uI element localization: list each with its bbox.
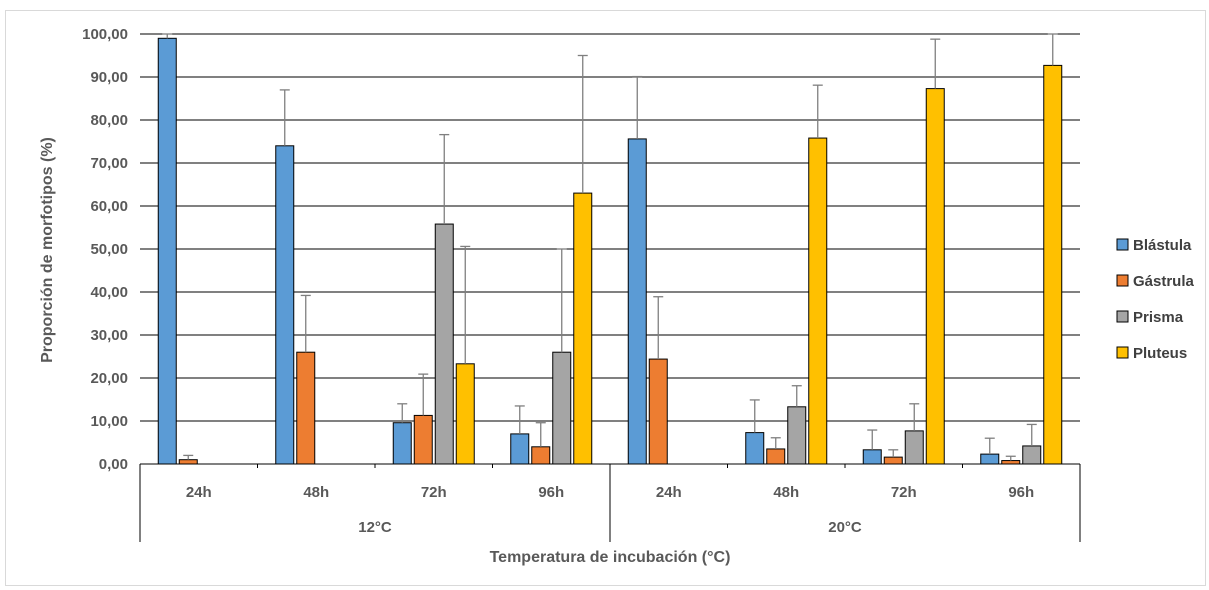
error-bar	[577, 54, 588, 194]
bar-pluteus-2	[455, 363, 475, 465]
bar-prisma-3	[552, 351, 572, 465]
y-axis-title: Proporción de morfotipos (%)	[39, 137, 56, 363]
bar-blástula-2	[392, 422, 412, 465]
bar-blástula-7	[980, 453, 1000, 465]
bar-pluteus-7	[1043, 64, 1063, 465]
legend-label: Blástula	[1133, 237, 1192, 254]
bar-blástula-6	[862, 449, 882, 465]
error-bar	[1047, 33, 1058, 66]
error-bar	[162, 33, 173, 39]
y-tick-label: 50,00	[90, 241, 128, 258]
error-bar	[439, 133, 450, 225]
bar-prisma-2	[434, 223, 454, 465]
legend-label: Gástrula	[1133, 273, 1195, 290]
y-axis-tick-labels: 0,00 10,00 20,00 30,00 40,00 50,00 60,00 70,00 8…	[82, 26, 128, 473]
bar-gástrula-1	[296, 351, 316, 465]
x-tick-label: 48h	[773, 484, 799, 501]
y-tick-label: 100,00	[82, 26, 128, 43]
bar-gástrula-6	[883, 456, 903, 465]
error-bar	[397, 403, 408, 423]
error-bar	[770, 437, 781, 449]
chart-frame	[5, 10, 1206, 586]
x-tick-label: 24h	[656, 484, 682, 501]
bar-gástrula-3	[531, 446, 551, 465]
error-bar	[867, 429, 878, 450]
legend: Blástula Gástrula Prisma Pluteus	[1116, 237, 1195, 362]
error-bar	[460, 245, 471, 364]
x-tick-label: 24h	[186, 484, 212, 501]
bar-gástrula-0	[178, 459, 198, 465]
x-tick-label: 96h	[1008, 484, 1034, 501]
bar-gástrula-2	[413, 414, 433, 465]
bar-prisma-5	[787, 406, 807, 465]
error-bar	[1005, 455, 1016, 461]
error-bars	[162, 33, 1058, 461]
legend-label: Prisma	[1133, 309, 1184, 326]
legend-swatch-prisma	[1116, 310, 1129, 323]
y-tick-label: 90,00	[90, 69, 128, 86]
bar-blástula-4	[627, 138, 647, 465]
x-axis	[139, 463, 1081, 542]
legend-swatch-pluteus	[1116, 346, 1129, 359]
x-tick-label: 72h	[421, 484, 447, 501]
y-tick-label: 40,00	[90, 284, 128, 301]
error-bar	[183, 454, 194, 460]
x-axis-title: Temperatura de incubación (°C)	[490, 549, 731, 566]
x-axis-group-labels: 12°C 20°C	[358, 519, 862, 536]
bars	[157, 37, 1063, 465]
y-tick-label: 20,00	[90, 370, 128, 387]
y-tick-label: 30,00	[90, 327, 128, 344]
y-tick-label: 70,00	[90, 155, 128, 172]
error-bar	[984, 437, 995, 455]
x-group-label: 12°C	[358, 519, 392, 536]
y-tick-label: 80,00	[90, 112, 128, 129]
error-bar	[1026, 423, 1037, 446]
error-bar	[749, 399, 760, 433]
error-bar	[514, 405, 525, 434]
bar-pluteus-5	[808, 137, 828, 465]
bar-blástula-5	[745, 432, 765, 465]
legend-swatch-gástrula	[1116, 274, 1129, 287]
error-bar	[791, 385, 802, 407]
error-bar	[300, 294, 311, 353]
bar-pluteus-6	[925, 88, 945, 465]
x-group-label: 20°C	[828, 519, 862, 536]
x-tick-label: 48h	[303, 484, 329, 501]
error-bar	[535, 422, 546, 447]
bar-blástula-1	[275, 145, 295, 465]
error-bar	[418, 373, 429, 416]
y-tick-label: 60,00	[90, 198, 128, 215]
x-tick-label: 72h	[891, 484, 917, 501]
bar-blástula-0	[157, 37, 177, 465]
error-bar	[812, 84, 823, 139]
x-tick-label: 96h	[538, 484, 564, 501]
error-bar	[653, 296, 664, 360]
error-bar	[930, 38, 941, 89]
error-bar	[556, 248, 567, 353]
x-axis-tick-labels: 24h 48h 72h 96h 24h 48h 72h 96h	[186, 484, 1034, 501]
error-bar	[279, 89, 290, 146]
bar-blástula-3	[510, 433, 530, 465]
error-bar	[632, 75, 643, 139]
error-bar	[909, 403, 920, 431]
bar-gástrula-7	[1001, 460, 1021, 465]
legend-label: Pluteus	[1133, 345, 1187, 362]
error-bar	[888, 449, 899, 458]
bar-prisma-6	[904, 430, 924, 465]
bar-pluteus-3	[573, 192, 593, 465]
y-tick-label: 0,00	[99, 456, 128, 473]
bar-prisma-7	[1022, 445, 1042, 465]
bar-gástrula-4	[648, 358, 668, 465]
legend-swatch-blástula	[1116, 238, 1129, 251]
bar-gástrula-5	[766, 448, 786, 465]
y-tick-label: 10,00	[90, 413, 128, 430]
